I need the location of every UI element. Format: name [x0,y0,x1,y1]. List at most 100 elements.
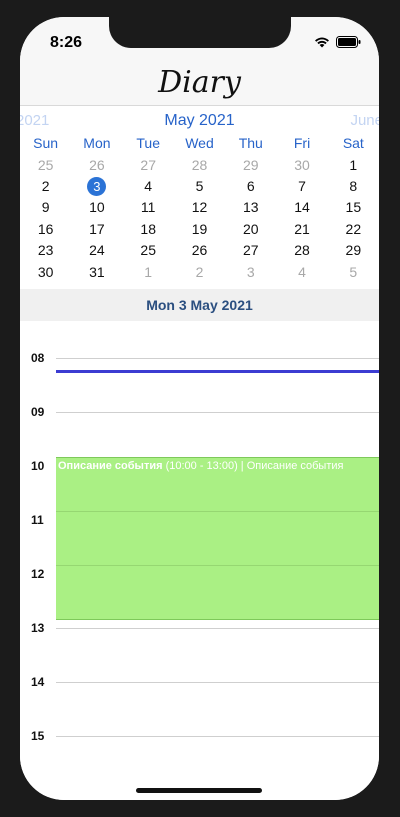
calendar-day-number: 28 [191,156,208,173]
calendar-day-number: 6 [246,178,255,195]
hour-line [56,412,379,413]
calendar-day[interactable]: 11 [123,197,174,218]
calendar-day[interactable]: 25 [20,154,71,175]
calendar-week-row: 9 10 11 12 13 14 15 [20,197,379,218]
weekday-label: Fri [293,135,311,151]
calendar-day[interactable]: 6 [225,175,276,196]
home-indicator[interactable] [136,788,262,793]
calendar-day-number: 25 [140,242,156,259]
calendar-day[interactable]: 14 [276,197,327,218]
calendar-week-row: 2 3 4 5 6 7 8 [20,175,379,196]
calendar-day[interactable]: 23 [20,240,71,261]
calendar-day[interactable]: 22 [328,218,379,239]
hour-line [56,736,379,737]
calendar-day-number: 14 [294,199,310,216]
calendar-day[interactable]: 1 [328,154,379,175]
calendar-day-number: 31 [89,263,105,280]
selected-date-header: Mon 3 May 2021 [20,289,379,321]
calendar-day-number: 2 [195,263,204,280]
event-block[interactable]: Описание события (10:00 - 13:00) | Описа… [56,457,379,620]
calendar-day[interactable]: 28 [174,154,225,175]
calendar-day-number: 2 [41,178,50,195]
calendar-day-selected[interactable]: 3 [71,175,122,196]
hour-label: 10 [31,459,45,473]
day-timeline[interactable]: 15 14 13 12 11 10 09 08 Описание события (10:00… [20,321,379,800]
weekday-header: Sun Mon Tue Wed Thu Fri Sat [20,135,379,151]
calendar-day-number: 3 [87,176,107,196]
calendar-day-number: 16 [37,220,54,237]
calendar-day[interactable]: 15 [328,197,379,218]
wifi-icon [315,37,329,48]
current-month-label: May 2021 [164,112,235,129]
calendar-day[interactable]: 25 [123,240,174,261]
calendar-day-number: 25 [37,156,54,173]
calendar-day[interactable]: 21 [276,218,327,239]
calendar-day[interactable]: 24 [71,240,122,261]
calendar-day[interactable]: 2 [20,175,71,196]
calendar-day-number: 29 [242,156,259,173]
month-calendar: 2021 May 2021 June Sun Mon Tue Wed Thu F… [20,106,379,289]
previous-month-label[interactable]: 2021 [20,112,50,129]
calendar-day[interactable]: 2 [174,261,225,282]
calendar-day-number: 4 [144,178,153,195]
calendar-day[interactable]: 30 [20,261,71,282]
calendar-day-number: 30 [37,263,54,280]
calendar-day[interactable]: 4 [123,175,174,196]
calendar-day[interactable]: 19 [174,218,225,239]
calendar-day[interactable]: 31 [71,261,122,282]
hour-label: 14 [31,675,45,689]
calendar-day[interactable]: 30 [276,154,327,175]
calendar-day-number: 28 [294,242,310,259]
calendar-day-number: 22 [345,220,362,237]
calendar-day[interactable]: 8 [328,175,379,196]
hour-divider [56,511,379,512]
calendar-day[interactable]: 29 [225,154,276,175]
calendar-day[interactable]: 4 [276,261,327,282]
calendar-day[interactable]: 16 [20,218,71,239]
calendar-day[interactable]: 5 [328,261,379,282]
event-label: Описание события (10:00 - 13:00) | Описа… [58,460,343,472]
hour-label: 09 [31,405,45,419]
calendar-day[interactable]: 7 [276,175,327,196]
calendar-day-number: 26 [89,156,105,173]
calendar-day[interactable]: 18 [123,218,174,239]
hour-divider [56,565,379,566]
current-time-indicator [56,370,379,373]
calendar-day[interactable]: 5 [174,175,225,196]
hour-line [56,358,379,359]
calendar-day[interactable]: 29 [328,240,379,261]
calendar-day[interactable]: 13 [225,197,276,218]
calendar-day[interactable]: 26 [71,154,122,175]
calendar-day[interactable]: 27 [123,154,174,175]
calendar-day-number: 7 [298,178,306,195]
calendar-day-number: 21 [294,220,310,237]
calendar-day-number: 23 [37,242,54,259]
calendar-day-number: 10 [89,199,105,216]
calendar-day[interactable]: 1 [123,261,174,282]
calendar-day[interactable]: 27 [225,240,276,261]
calendar-day[interactable]: 17 [71,218,122,239]
calendar-day-number: 19 [191,220,208,237]
app-screen: 8:26 Diary 2021 May 2021 [20,17,379,800]
weekday-label: Wed [185,135,214,151]
weekday-label: Sat [342,135,364,151]
weekday-label: Mon [83,135,111,151]
calendar-day-number: 1 [144,263,153,280]
app-title: Diary [158,65,241,100]
calendar-week-row: 16 17 18 19 20 21 22 [20,218,379,239]
calendar-day[interactable]: 10 [71,197,122,218]
calendar-day-number: 1 [349,156,358,173]
calendar-day-number: 27 [140,156,156,173]
status-icons [314,36,361,48]
calendar-day-number: 15 [345,199,362,216]
calendar-week-row: 23 24 25 26 27 28 29 [20,240,379,261]
status-time: 8:26 [50,34,83,51]
calendar-day[interactable]: 9 [20,197,71,218]
calendar-day[interactable]: 26 [174,240,225,261]
next-month-label[interactable]: June [350,112,379,129]
calendar-day[interactable]: 28 [276,240,327,261]
calendar-day[interactable]: 12 [174,197,225,218]
calendar-day[interactable]: 3 [225,261,276,282]
calendar-day[interactable]: 20 [225,218,276,239]
